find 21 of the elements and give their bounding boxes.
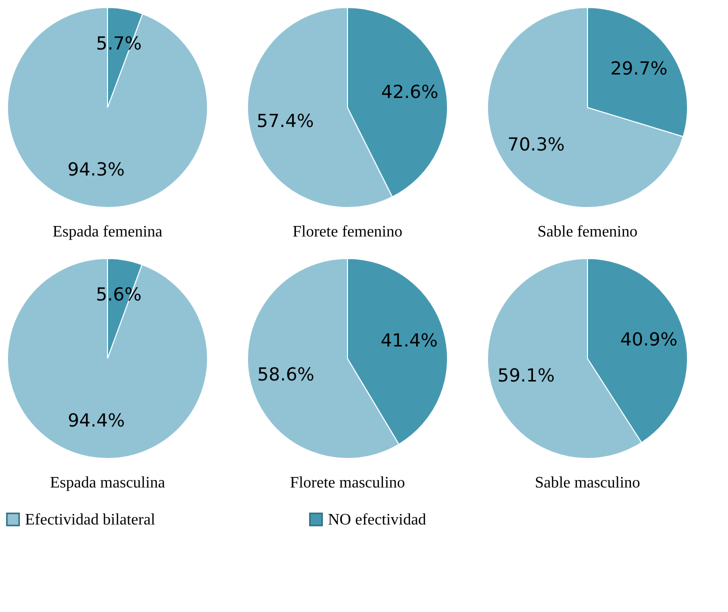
data-label: 29.7% [610, 58, 668, 80]
data-label: 59.1% [498, 366, 555, 387]
data-label: 94.3% [68, 159, 125, 180]
data-label: 70.3% [507, 134, 565, 156]
data-label: 41.4% [380, 330, 438, 352]
text: Sable femenino [538, 224, 638, 240]
pie-slice [487, 7, 684, 208]
pie-slice [7, 258, 208, 459]
text: Florete femenino [292, 224, 402, 240]
data-label: 42.6% [381, 82, 438, 103]
text: Espada femenina [52, 224, 162, 240]
text: Florete masculino [290, 474, 406, 492]
data-label: 57.4% [256, 111, 314, 132]
text: Sable masculino [534, 474, 640, 492]
data-label: 94.4% [68, 410, 125, 432]
pie-slice [7, 7, 208, 208]
legend-label: NO efectividad [328, 511, 426, 528]
data-label: 58.6% [257, 364, 314, 386]
data-label: 40.9% [620, 329, 678, 350]
text: Espada masculina [50, 474, 166, 492]
legend-label: Efectividad bilateral [25, 511, 156, 528]
